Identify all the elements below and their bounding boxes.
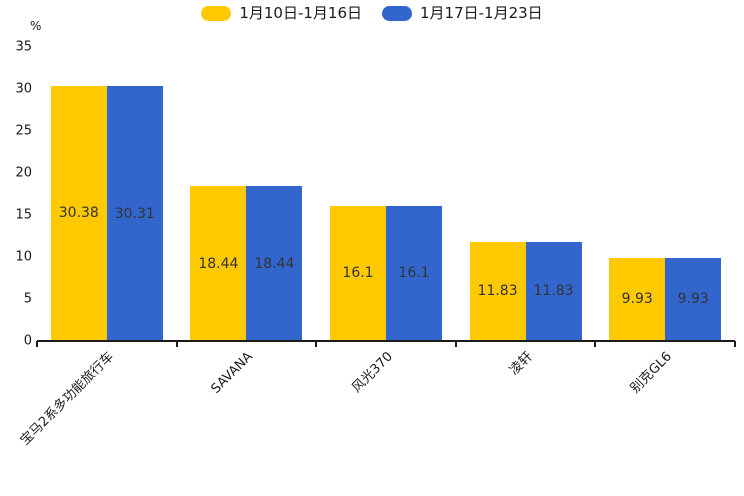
x-axis-category-label: 凌轩 — [506, 349, 536, 379]
x-axis-tick-mark — [315, 341, 318, 347]
y-axis-tick-label: 20 — [15, 165, 32, 181]
bar-value-label: 9.93 — [621, 291, 653, 308]
x-axis-category-label: 宝马2系多功能旅行车 — [17, 349, 117, 449]
bar-value-label: 18.44 — [198, 255, 239, 272]
bar-series1-1 — [50, 85, 107, 341]
bar-series1-3 — [330, 205, 386, 341]
legend-label-week1: 1月10日-1月16日 — [239, 4, 362, 22]
legend-swatch-week2 — [382, 6, 412, 21]
x-axis-line — [37, 340, 735, 342]
bar-value-label: 9.93 — [677, 291, 709, 308]
bar-value-label: 16.1 — [342, 265, 374, 282]
y-axis-tick-label: 5 — [23, 291, 32, 307]
x-axis-tick-mark — [36, 341, 38, 347]
bar-value-label: 30.31 — [114, 205, 155, 222]
bar-series2-1 — [106, 86, 163, 341]
legend-item-week2: 1月17日-1月23日 — [382, 6, 543, 21]
bar-series2-2 — [246, 186, 303, 341]
bar-series1-2 — [190, 186, 247, 341]
y-axis-tick-label: 25 — [15, 123, 32, 139]
legend: 1月10日-1月16日 1月17日-1月23日 — [0, 6, 744, 21]
y-axis-tick-label: 0 — [23, 333, 32, 349]
bar-value-label: 11.83 — [533, 283, 574, 300]
bar-series2-3 — [386, 205, 442, 341]
x-axis-category-label: 别克GL6 — [627, 349, 676, 397]
bar-value-label: 16.1 — [398, 265, 430, 282]
x-axis-tick-mark — [734, 341, 736, 347]
bar-series2-5 — [665, 257, 722, 341]
x-axis-tick-mark — [175, 341, 178, 347]
legend-label-week2: 1月17日-1月23日 — [420, 4, 543, 22]
y-axis-tick-label: 35 — [15, 39, 32, 55]
bar-series2-4 — [525, 241, 582, 341]
y-axis-tick-label: 30 — [15, 81, 32, 97]
y-axis-unit-label: % — [30, 19, 42, 33]
x-axis-tick-mark — [454, 341, 457, 347]
bar-series1-5 — [609, 257, 666, 341]
y-axis-tick-label: 10 — [15, 249, 32, 265]
y-axis-tick-label: 15 — [15, 207, 32, 223]
x-axis-category-label: 风光370 — [349, 349, 396, 396]
x-axis-category-label: SAVANA — [208, 349, 257, 397]
legend-item-week1: 1月10日-1月16日 — [201, 6, 362, 21]
bar-series1-4 — [469, 241, 526, 341]
bar-value-label: 18.44 — [254, 255, 295, 272]
x-axis-tick-mark — [594, 341, 597, 347]
bar-value-label: 11.83 — [477, 283, 518, 300]
bar-value-label: 30.38 — [58, 205, 99, 222]
legend-swatch-week1 — [201, 6, 232, 21]
